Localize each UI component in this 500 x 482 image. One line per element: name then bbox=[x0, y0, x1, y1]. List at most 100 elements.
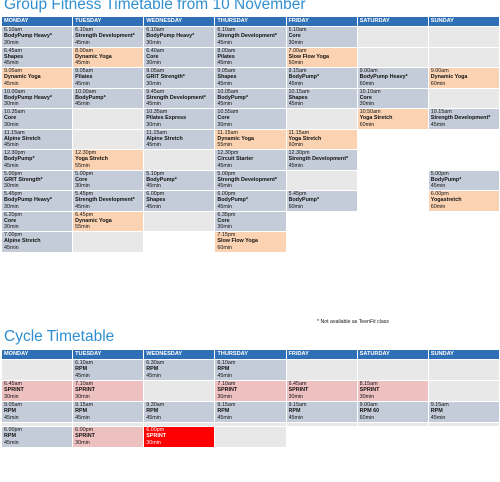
class-name: SPRINT bbox=[75, 387, 95, 394]
day-header-saturday: SATURDAY bbox=[356, 16, 429, 27]
class-cell: 5.45pm Strength Development* 45min bbox=[72, 190, 145, 212]
class-time: 5.00pm bbox=[75, 170, 94, 177]
empty-cell bbox=[143, 231, 216, 253]
group-row: 5.00pm GRIT Strength* 30min 5.00pm Core 30min… bbox=[0, 169, 500, 191]
class-name: Dynamic Yoga bbox=[4, 74, 41, 81]
class-duration: 45min bbox=[146, 414, 161, 421]
class-duration: 30min bbox=[146, 80, 161, 87]
class-cell: 9.05am GRIT Strength* 30min bbox=[143, 67, 216, 89]
class-duration: 45min bbox=[75, 101, 90, 108]
class-name: SPRINT bbox=[288, 387, 309, 394]
class-duration: 45min bbox=[4, 414, 19, 421]
class-duration: 45min bbox=[75, 203, 90, 210]
class-duration: 30min bbox=[288, 393, 304, 400]
empty-cell bbox=[72, 128, 145, 150]
class-time: 9.15am bbox=[288, 68, 307, 74]
class-time: 9.30am bbox=[146, 402, 165, 409]
class-duration: 45min bbox=[217, 162, 233, 169]
class-duration: 45min bbox=[288, 80, 304, 87]
class-time: 6.00pm bbox=[430, 191, 449, 197]
day-header-tuesday: TUESDAY bbox=[72, 349, 145, 360]
class-name: BodyPump Heavy* bbox=[359, 74, 408, 81]
class-name: RPM bbox=[4, 433, 16, 440]
class-cell: 6.10am Strength Development* 45min bbox=[72, 26, 145, 48]
group-fitness-table: MONDAY TUESDAY WEDNESDAY THURSDAY FRIDAY SATU… bbox=[0, 16, 500, 253]
class-cell: 9.00am RPM 60 60min bbox=[356, 401, 429, 423]
class-duration: 45min bbox=[4, 244, 19, 251]
class-name: Core bbox=[359, 94, 372, 101]
class-duration: 45min bbox=[75, 80, 90, 87]
class-name: RPM bbox=[75, 408, 88, 415]
class-cell: 12.30pm Strength Development* 45min bbox=[285, 149, 358, 171]
class-time: 12.30pm bbox=[75, 150, 97, 156]
class-duration: 45min bbox=[4, 162, 19, 169]
class-time: 10.35am bbox=[146, 109, 168, 115]
empty-cell bbox=[427, 380, 500, 402]
empty-cell bbox=[285, 210, 358, 232]
class-time: 9.05am bbox=[4, 402, 22, 409]
class-name: RPM bbox=[430, 408, 443, 415]
class-cell: 6.00pm RPM 45min bbox=[0, 426, 74, 448]
class-time: 8.00am bbox=[75, 47, 94, 54]
class-name: Strength Development* bbox=[75, 33, 135, 40]
class-time: 6.35pm bbox=[217, 211, 236, 218]
class-time: 6.45am bbox=[4, 47, 22, 54]
empty-cell bbox=[356, 26, 429, 48]
class-duration: 45min bbox=[146, 372, 161, 379]
empty-cell bbox=[72, 231, 145, 253]
class-duration: 45min bbox=[288, 101, 304, 108]
empty-cell bbox=[143, 380, 216, 402]
class-name: RPM bbox=[288, 408, 301, 415]
class-duration: 60min bbox=[288, 142, 304, 149]
class-time: 9.00am bbox=[359, 402, 378, 409]
class-name: Core bbox=[75, 176, 88, 183]
class-cell: 6.20pm Core 30min bbox=[0, 210, 74, 232]
class-duration: 45min bbox=[75, 414, 90, 421]
class-duration: 45min bbox=[217, 60, 233, 67]
empty-cell bbox=[0, 359, 74, 381]
class-name: Slow Flow Yoga bbox=[288, 53, 330, 60]
class-duration: 45min bbox=[4, 80, 19, 87]
empty-cell bbox=[356, 231, 429, 253]
class-duration: 45min bbox=[75, 39, 90, 46]
class-cell: 7.10am SPRINT 30min bbox=[72, 380, 145, 402]
class-time: 9.15am bbox=[288, 402, 307, 409]
class-cell: 6.10am BodyPump Heavy* 30min bbox=[143, 26, 216, 48]
class-cell: 6.35pm Core 30min bbox=[214, 210, 287, 232]
empty-cell bbox=[356, 359, 429, 381]
class-time: 9.45am bbox=[146, 88, 165, 95]
empty-cell bbox=[427, 26, 500, 48]
cycle-title: Cycle Timetable bbox=[4, 328, 115, 345]
class-cell: 10.15am Shapes 45min bbox=[285, 87, 358, 109]
empty-cell bbox=[427, 46, 500, 68]
class-time: 6.10am bbox=[146, 27, 165, 33]
day-header-sunday: SUNDAY bbox=[427, 349, 500, 360]
class-cell: 10.05am BodyPump* 45min bbox=[214, 87, 287, 109]
class-duration: 45min bbox=[430, 183, 446, 190]
class-duration: 60min bbox=[359, 80, 375, 87]
class-time: 5.45pm bbox=[75, 191, 94, 197]
class-time: 9.15am bbox=[430, 402, 449, 409]
class-duration: 30min bbox=[359, 101, 375, 108]
class-name: BodyPump* bbox=[4, 156, 35, 163]
day-header-tuesday: TUESDAY bbox=[72, 16, 145, 27]
class-duration: 30min bbox=[146, 439, 161, 446]
class-time: 8.00am bbox=[217, 47, 236, 54]
class-name: SPRINT bbox=[75, 433, 95, 440]
class-time: 6.00pm bbox=[75, 427, 94, 434]
group-row: 11.15am Alpine Stretch 45min 11.15am Alpine … bbox=[0, 128, 500, 150]
class-duration: 30min bbox=[146, 60, 161, 67]
class-name: RPM bbox=[75, 366, 88, 373]
class-cell: 6.10am Core 30min bbox=[285, 26, 358, 48]
class-cell: 6.10am RPM 45min bbox=[72, 359, 145, 381]
class-name: BodyPump* bbox=[288, 74, 320, 81]
class-cell: 9.45am Strength Development* 45min bbox=[143, 87, 216, 109]
class-duration: 45min bbox=[217, 183, 233, 190]
class-name: Alpine Stretch bbox=[4, 238, 41, 245]
class-name: GRIT Strength* bbox=[146, 74, 185, 81]
day-header-monday: MONDAY bbox=[0, 16, 74, 27]
class-duration: 45min bbox=[146, 183, 161, 190]
class-name: Pilates Express bbox=[146, 115, 187, 122]
class-cell: 5.45pm BodyPump Heavy* 30min bbox=[0, 190, 74, 212]
cycle-row: 6.45am SPRINT 30min 7.10am SPRINT 30min 7.10am… bbox=[0, 380, 500, 402]
